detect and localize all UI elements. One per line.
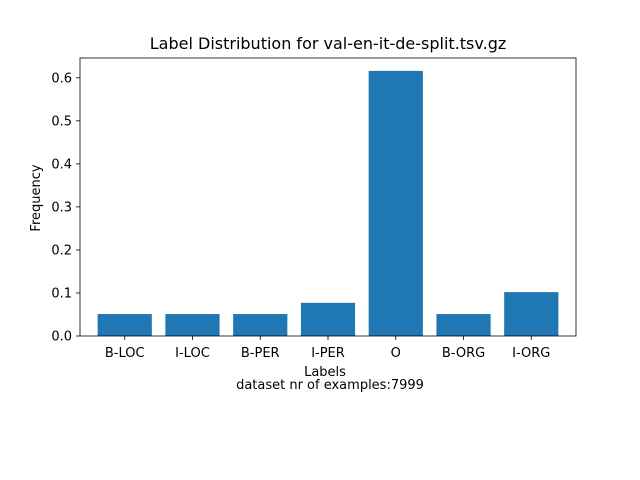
- x-tick-label-o: O: [391, 346, 401, 361]
- x-tick-label-i-loc: I-LOC: [175, 346, 210, 361]
- y-axis-label: Frequency: [29, 164, 44, 231]
- x-tick-label-i-per: I-PER: [311, 346, 345, 361]
- dataset-note: dataset nr of examples:7999: [236, 378, 424, 393]
- x-axis: B-LOC I-LOC B-PER I-PER O B-ORG I-ORG: [105, 336, 550, 361]
- y-tick-label: 0.0: [51, 330, 72, 345]
- y-tick-label: 0.4: [51, 157, 72, 172]
- bar-b-org: [436, 314, 491, 336]
- y-tick-label: 0.5: [51, 114, 72, 129]
- y-tick-label: 0.3: [51, 200, 72, 215]
- x-tick-label-b-org: B-ORG: [442, 346, 485, 361]
- bar-b-loc: [97, 314, 152, 336]
- x-axis-label: Labels: [304, 365, 346, 380]
- x-tick-label-b-per: B-PER: [241, 346, 280, 361]
- plot-frame: [79, 57, 577, 337]
- x-tick-label-i-org: I-ORG: [512, 346, 550, 361]
- chart-title: Label Distribution for val-en-it-de-spli…: [150, 34, 507, 53]
- bar-i-per: [300, 302, 356, 336]
- bars-group: [97, 70, 559, 336]
- y-axis: 0.0 0.1 0.2 0.3 0.4 0.5 0.6: [51, 71, 80, 345]
- y-tick-label: 0.2: [51, 243, 72, 258]
- bar-b-per: [233, 314, 288, 336]
- x-tick-label-b-loc: B-LOC: [105, 346, 145, 361]
- bar-o: [368, 70, 423, 336]
- plot-background: [80, 58, 576, 336]
- y-tick-label: 0.1: [51, 286, 72, 301]
- y-tick-label: 0.6: [51, 71, 72, 86]
- bar-i-org: [504, 292, 559, 336]
- bar-i-loc: [165, 314, 220, 336]
